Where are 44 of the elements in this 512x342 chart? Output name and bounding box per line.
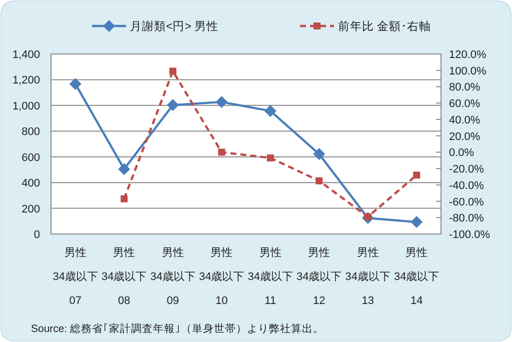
y2-tick-label: 60.0%: [449, 98, 480, 110]
point: [413, 172, 420, 179]
point: [216, 96, 228, 108]
point: [166, 99, 179, 112]
y2-tick-label: 20.0%: [449, 130, 480, 143]
y2-tick-label: 0.0%: [449, 147, 474, 160]
y-tick-label: 1,400: [12, 49, 40, 61]
point: [169, 68, 176, 75]
point: [69, 78, 82, 90]
y2-tick-label: 40.0%: [449, 114, 480, 126]
x-tick-label: 男性 34歳以下 13: [345, 247, 390, 307]
point: [264, 104, 276, 117]
x-tick-label: 男性 34歳以下 14: [394, 247, 440, 307]
y-tick-label: 1,200: [12, 74, 40, 87]
point: [120, 195, 128, 202]
legend-label: 月謝類<円> 男性: [130, 20, 219, 33]
x-tick-label: 男性 34歳以下 09: [150, 247, 196, 307]
y2-tick-label: 100.0%: [449, 65, 487, 78]
y2-tick-label: -100.0%: [449, 229, 490, 241]
legend-label: 前年比 金額･右軸: [338, 19, 432, 33]
x-tick-label: 男性 34歳以下 12: [296, 247, 342, 307]
y2-tick-label: -80.0%: [449, 212, 484, 225]
y-tick-label: 400: [22, 178, 40, 190]
point: [410, 216, 423, 228]
y2-tick-label: -60.0%: [449, 196, 484, 208]
point: [118, 163, 130, 176]
source-note: Source: 総務省｢家計調査年報｣（単身世帯）より弊社算出。: [31, 322, 324, 335]
x-tick-label: 男性 34歳以下 08: [102, 247, 147, 307]
x-tick-label: 男性 34歳以下 07: [52, 247, 98, 307]
point: [313, 148, 326, 160]
x-tick-label: 男性 34歳以下 10: [199, 247, 244, 307]
y2-tick-label: -40.0%: [449, 180, 484, 192]
y-tick-label: 800: [22, 126, 40, 138]
point: [218, 148, 226, 156]
point: [316, 177, 323, 184]
y-tick-label: 600: [22, 152, 40, 164]
y-tick-label: 200: [22, 203, 40, 216]
x-tick-label: 男性 34歳以下 11: [248, 247, 293, 307]
y2-tick-label: -20.0%: [449, 164, 484, 176]
y-tick-label: 1,000: [12, 100, 40, 112]
y2-tick-label: 80.0%: [449, 82, 480, 94]
y2-tick-label: 120.0%: [449, 49, 487, 61]
point: [266, 154, 274, 162]
y-tick-label: 0: [34, 229, 40, 241]
